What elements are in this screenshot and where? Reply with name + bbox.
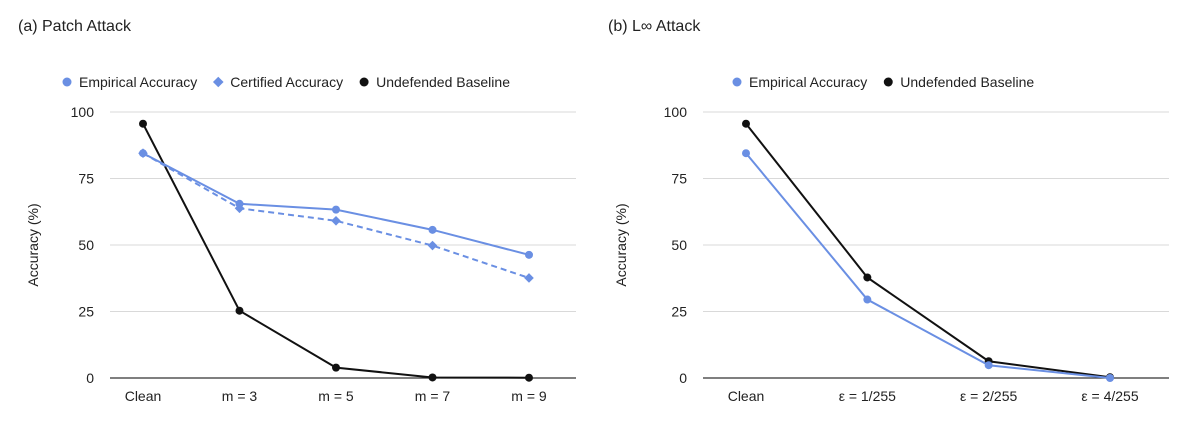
y-tick-label: 25 <box>78 304 94 320</box>
x-tick-label: m = 3 <box>222 388 258 404</box>
series-empirical-accuracy <box>742 149 1114 382</box>
data-point <box>332 205 340 214</box>
series-undefended-baseline <box>139 119 533 382</box>
y-axis-title: Accuracy (%) <box>25 203 41 286</box>
x-tick-labels: Clean m = 3 m = 5 m = 7 m = 9 <box>125 388 547 404</box>
legend-item: Empirical Accuracy <box>732 74 867 90</box>
data-point <box>863 295 872 304</box>
y-tick-label: 0 <box>679 370 687 386</box>
y-tick-label: 25 <box>671 304 687 320</box>
legend: Empirical Accuracy Certified Accuracy Unde… <box>62 74 510 90</box>
data-point <box>427 240 438 251</box>
data-point <box>332 363 340 372</box>
patch-attack-panel: (a) Patch Attack 0 25 50 75 100 Clean m = 3 m =… <box>0 0 596 425</box>
x-tick-label: Clean <box>728 388 765 404</box>
series-line <box>745 123 1111 379</box>
x-tick-label: ε = 1/255 <box>839 388 896 404</box>
data-point <box>984 361 993 370</box>
x-tick-label: Clean <box>125 388 162 404</box>
x-tick-label: m = 5 <box>318 388 354 404</box>
legend-item: Certified Accuracy <box>212 74 343 90</box>
x-tick-labels: Clean ε = 1/255 ε = 2/255 ε = 4/255 <box>728 388 1139 404</box>
x-tick-label: ε = 4/255 <box>1081 388 1138 404</box>
x-tick-label: m = 7 <box>415 388 451 404</box>
data-point <box>742 149 750 158</box>
series-empirical-accuracy <box>139 149 533 259</box>
data-point <box>139 149 147 158</box>
data-point <box>1106 374 1114 382</box>
data-point <box>235 199 244 208</box>
series-line <box>142 152 530 279</box>
patch-attack-chart: 0 25 50 75 100 Clean m = 3 m = 5 m = 7 m = 9 Accur… <box>25 74 576 404</box>
y-tick-labels: 0 25 50 75 100 <box>71 104 95 386</box>
legend: Empirical Accuracy Undefended Baseline <box>732 74 1034 90</box>
y-tick-label: 75 <box>671 171 687 187</box>
y-tick-label: 50 <box>671 237 687 253</box>
legend-item: Undefended Baseline <box>883 74 1034 90</box>
legend-label: Certified Accuracy <box>230 74 343 90</box>
linf-attack-panel: (b) L∞ Attack 0 25 50 75 100 Clean ε = 1/255 ε … <box>598 0 1195 425</box>
data-point <box>742 119 750 128</box>
data-point <box>525 250 533 259</box>
legend-label: Empirical Accuracy <box>749 74 867 90</box>
y-axis-title: Accuracy (%) <box>613 203 629 286</box>
chart-title: (a) Patch Attack <box>18 18 131 35</box>
legend-marker <box>212 76 224 88</box>
legend-label: Empirical Accuracy <box>79 74 197 90</box>
x-tick-label: m = 9 <box>511 388 547 404</box>
data-point <box>331 215 341 226</box>
y-tick-label: 100 <box>664 104 688 120</box>
legend-item: Undefended Baseline <box>359 74 510 90</box>
y-tick-label: 50 <box>78 237 94 253</box>
data-point <box>428 373 437 382</box>
series-undefended-baseline <box>742 119 1114 382</box>
y-tick-label: 0 <box>86 370 94 386</box>
series-line <box>142 152 530 256</box>
data-point <box>139 119 147 128</box>
data-point <box>428 225 437 234</box>
linf-attack-chart: 0 25 50 75 100 Clean ε = 1/255 ε = 2/255 ε = 4/2… <box>613 74 1169 404</box>
y-tick-label: 75 <box>78 171 94 187</box>
x-tick-label: ε = 2/255 <box>960 388 1017 404</box>
chart-title: (b) L∞ Attack <box>608 18 701 35</box>
series-certified-accuracy <box>138 148 534 283</box>
legend-label: Undefended Baseline <box>900 74 1034 90</box>
series-line <box>142 123 530 379</box>
legend-marker <box>883 77 893 87</box>
data-point <box>525 373 533 382</box>
y-gridlines <box>110 111 576 379</box>
legend-item: Empirical Accuracy <box>62 74 197 90</box>
y-gridlines <box>703 111 1169 379</box>
legend-label: Undefended Baseline <box>376 74 510 90</box>
y-tick-label: 100 <box>71 104 95 120</box>
data-point <box>863 273 872 282</box>
legend-marker <box>62 77 72 87</box>
legend-marker <box>359 77 369 87</box>
data-point <box>235 306 244 315</box>
y-tick-labels: 0 25 50 75 100 <box>664 104 688 386</box>
series-line <box>745 152 1111 379</box>
data-point <box>524 273 534 283</box>
legend-marker <box>732 77 742 87</box>
